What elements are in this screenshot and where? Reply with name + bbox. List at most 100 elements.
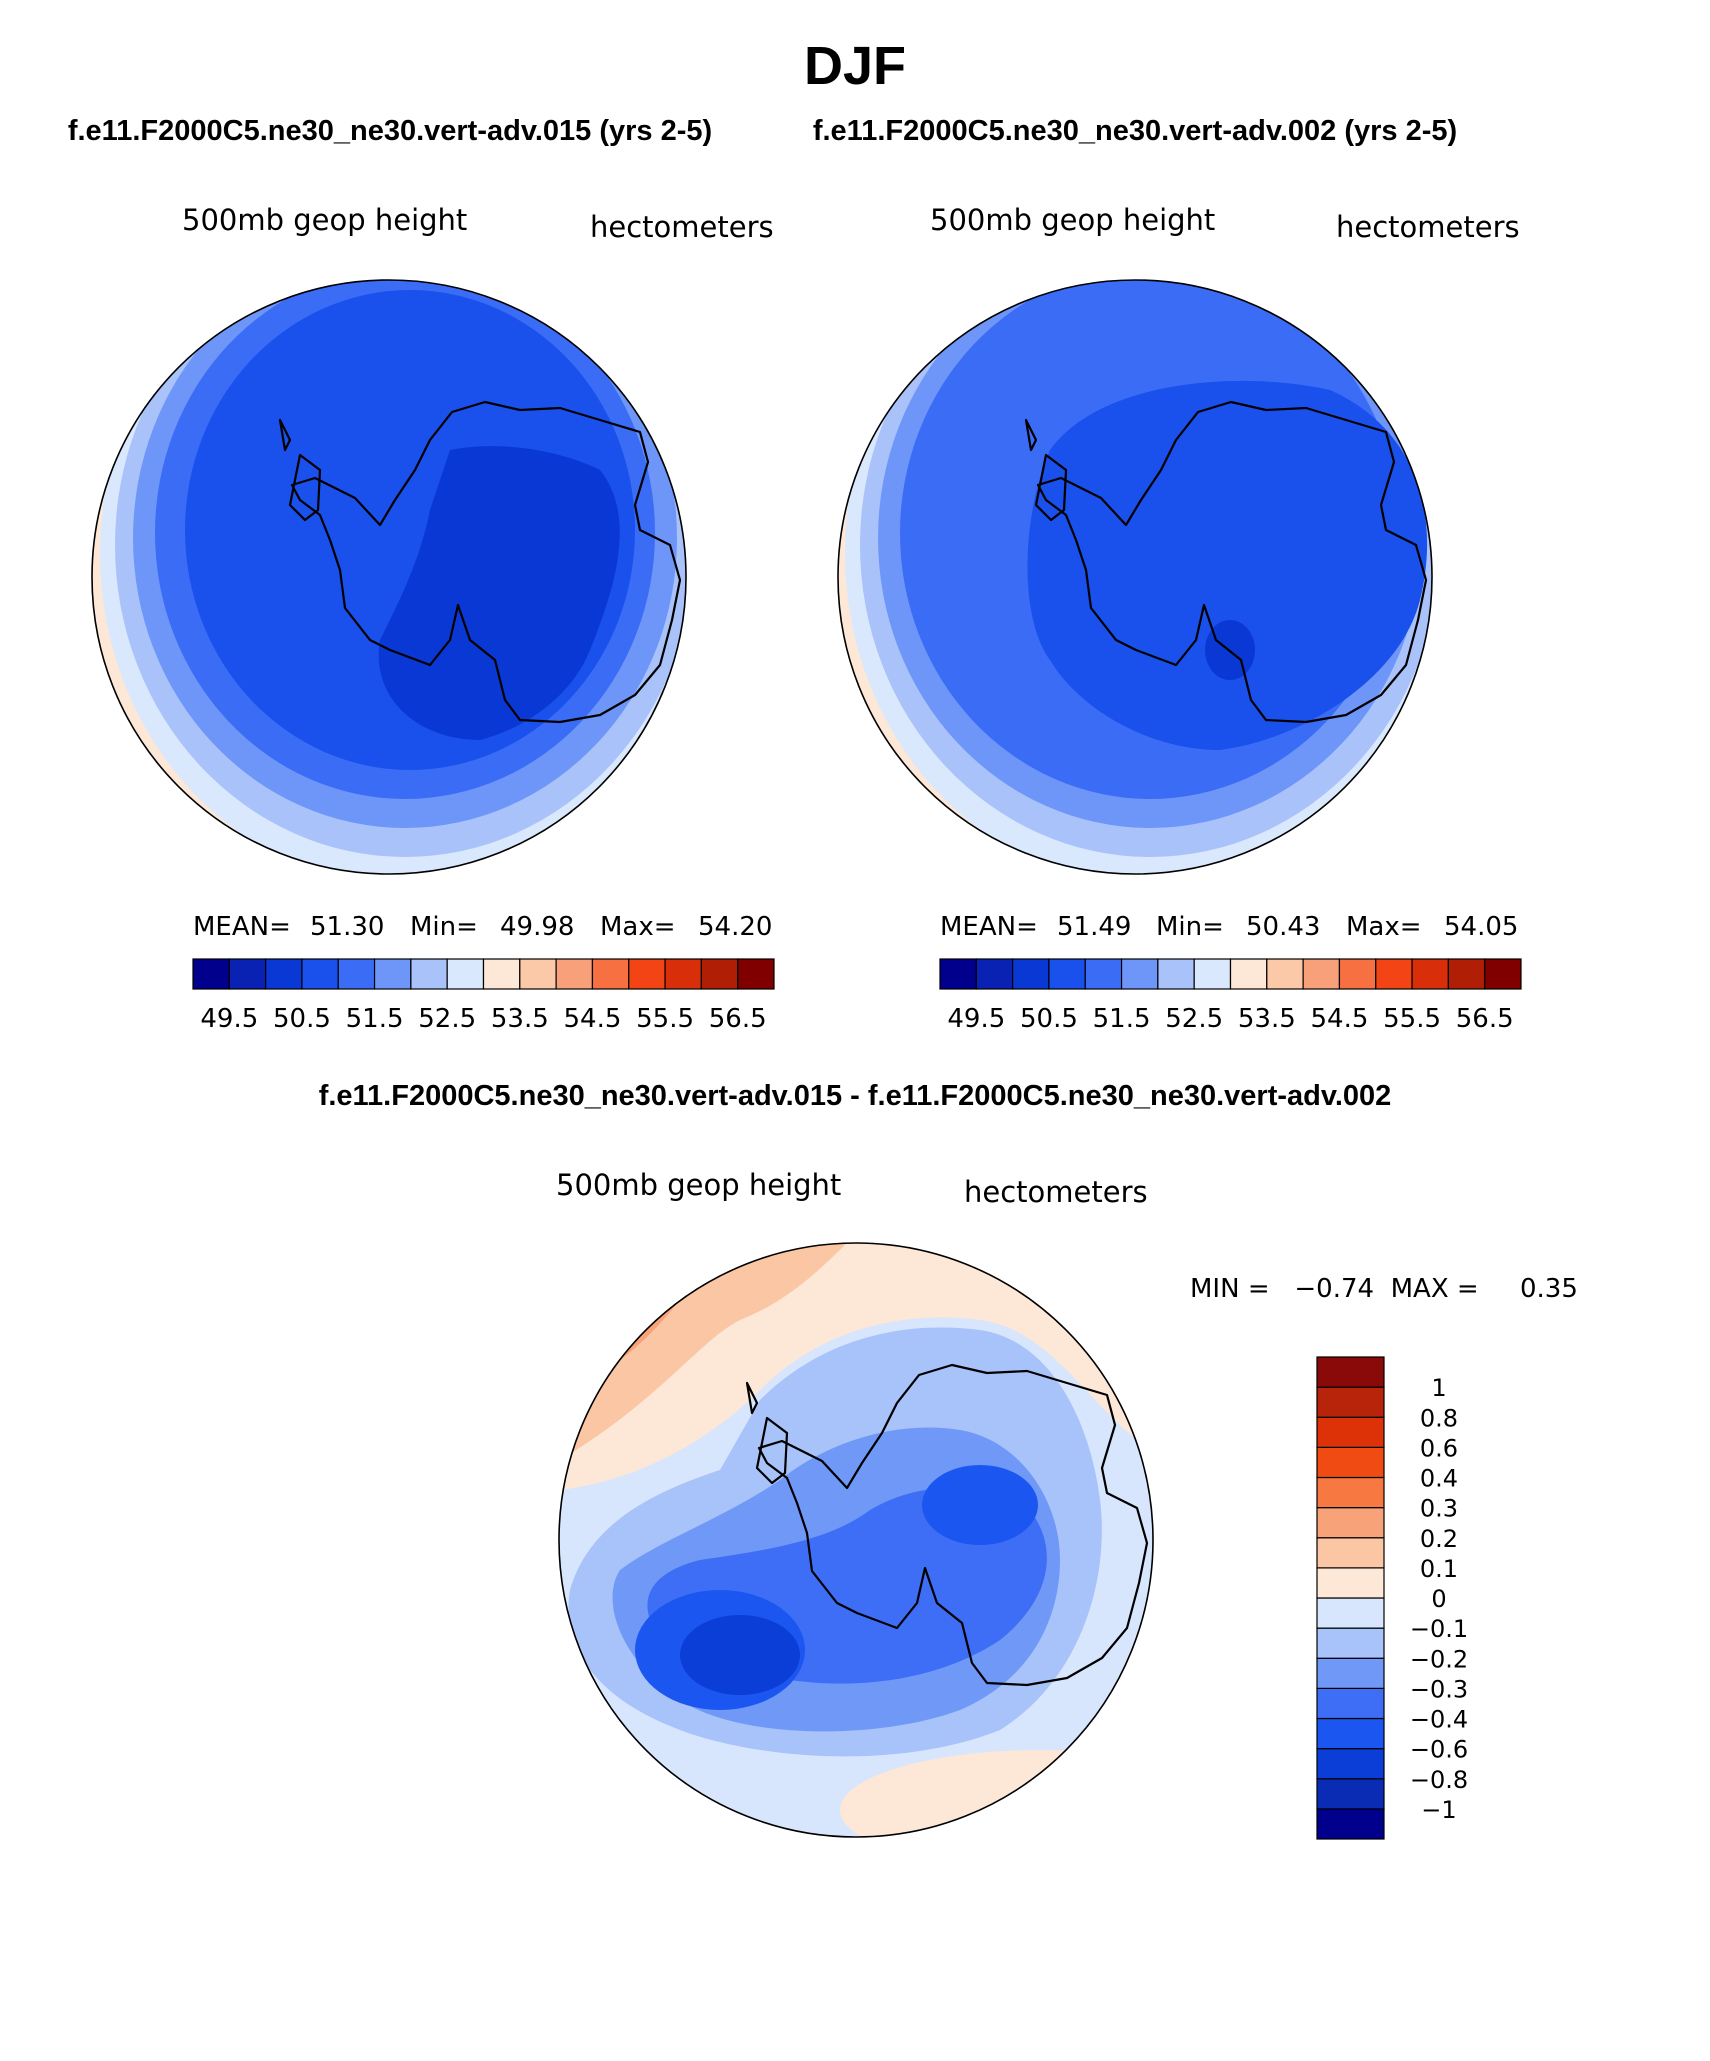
right-colorbar-tick-label: 53.5 [1238, 1004, 1296, 1034]
right-stats: MEAN= 51.49 Min= 50.43 Max= 54.05 [940, 912, 1518, 942]
right-colorbar-swatch [1229, 958, 1268, 990]
left-colorbar-swatch [591, 958, 630, 990]
right-colorbar-swatch [1302, 958, 1341, 990]
left-colorbar-tick-label: 50.5 [273, 1004, 331, 1034]
left-colorbar-tick-label: 56.5 [709, 1004, 767, 1034]
diff-colorbar-swatch [1316, 1356, 1385, 1388]
diff-minmax: MIN = −0.74 MAX = 0.35 [1190, 1274, 1578, 1304]
diff-colorbar-swatch [1316, 1476, 1385, 1509]
diff-panel-variable-label: 500mb geop height [556, 1168, 841, 1202]
diff-colorbar-tick-label: 0 [1431, 1585, 1446, 1613]
left-colorbar-swatch [482, 958, 521, 990]
right-mean-label: MEAN= [940, 912, 1038, 942]
right-colorbar-tick-label: 55.5 [1383, 1004, 1441, 1034]
diff-colorbar-swatch [1316, 1567, 1385, 1599]
difference-polar-map [558, 1242, 1154, 1838]
left-panel-subtitle: f.e11.F2000C5.ne30_ne30.vert-adv.015 (yr… [68, 115, 712, 147]
left-mean-label: MEAN= [193, 912, 291, 942]
right-max-label: Max= [1346, 912, 1422, 942]
left-colorbar-swatch [737, 958, 775, 990]
diff-colorbar-swatch [1316, 1657, 1385, 1689]
diff-colorbar-tick-label: 0.2 [1420, 1525, 1458, 1553]
left-colorbar-swatch [265, 958, 303, 990]
left-min-label: Min= [410, 912, 478, 942]
left-colorbar-swatch [700, 958, 739, 990]
diff-colorbar-swatch [1316, 1808, 1385, 1840]
left-min-value: 49.98 [500, 912, 574, 942]
diff-colorbar-swatch [1316, 1717, 1385, 1750]
left-colorbar: 49.5 50.5 51.5 52.5 53.5 54.5 55.5 56.5 [192, 958, 775, 1034]
right-colorbar-tick-label: 54.5 [1310, 1004, 1368, 1034]
left-colorbar-swatch [337, 958, 376, 990]
diff-colorbar-swatch [1316, 1537, 1385, 1569]
diff-panel-subtitle: f.e11.F2000C5.ne30_ne30.vert-adv.015 - f… [319, 1080, 1392, 1112]
right-colorbar-swatch [1120, 958, 1159, 990]
left-panel-units-label: hectometers [590, 210, 774, 244]
left-colorbar-swatch [192, 958, 230, 990]
right-colorbar-tick-label: 52.5 [1165, 1004, 1223, 1034]
right-colorbar-swatch [1266, 958, 1304, 990]
right-colorbar-swatch [1447, 958, 1486, 990]
left-colorbar-tick-label: 52.5 [418, 1004, 476, 1034]
left-colorbar-swatch [628, 958, 666, 990]
right-colorbar-swatch [1411, 958, 1449, 990]
diff-colorbar: 10.80.6 0.40.30.20.10−0.1−0.2−0.3 −0.4−0.6… [1316, 1356, 1468, 1840]
left-colorbar-swatch [519, 958, 557, 990]
diff-colorbar-tick-label: −0.8 [1410, 1766, 1468, 1794]
left-max-value: 54.20 [698, 912, 772, 942]
right-colorbar-tick-label: 56.5 [1456, 1004, 1514, 1034]
right-colorbar-swatch [939, 958, 977, 990]
left-colorbar-tick-label: 49.5 [200, 1004, 258, 1034]
right-min-label: Min= [1156, 912, 1224, 942]
diff-colorbar-swatch [1316, 1748, 1385, 1780]
right-colorbar-swatch [1012, 958, 1050, 990]
left-colorbar-swatch [410, 958, 448, 990]
left-colorbar-tick-label: 54.5 [563, 1004, 621, 1034]
diff-colorbar-swatch [1316, 1597, 1385, 1629]
diff-colorbar-tick-label: −0.6 [1410, 1736, 1468, 1764]
right-min-value: 50.43 [1246, 912, 1320, 942]
diff-colorbar-tick-label: 1 [1431, 1374, 1446, 1402]
right-colorbar-tick-label: 49.5 [947, 1004, 1005, 1034]
left-colorbar-swatch [555, 958, 594, 990]
diff-colorbar-tick-label: 0.3 [1420, 1495, 1458, 1523]
diff-colorbar-tick-label: −0.3 [1410, 1675, 1468, 1703]
diff-colorbar-swatch [1316, 1446, 1385, 1479]
diff-colorbar-tick-label: 0.6 [1420, 1434, 1458, 1462]
right-colorbar-swatch [1157, 958, 1195, 990]
right-colorbar: 49.5 50.5 51.5 52.5 53.5 54.5 55.5 56.5 [939, 958, 1522, 1034]
right-mean-value: 51.49 [1057, 912, 1131, 942]
right-colorbar-tick-label: 50.5 [1020, 1004, 1078, 1034]
left-colorbar-swatch [301, 958, 339, 990]
left-colorbar-swatch [373, 958, 412, 990]
left-colorbar-tick-label: 51.5 [346, 1004, 404, 1034]
diff-colorbar-swatch [1316, 1386, 1385, 1418]
diff-colorbar-swatch [1316, 1687, 1385, 1720]
diff-colorbar-tick-label: 0.1 [1420, 1555, 1458, 1583]
diff-colorbar-tick-label: −1 [1421, 1796, 1456, 1824]
diff-colorbar-tick-label: 0.8 [1420, 1404, 1458, 1432]
right-colorbar-swatch [1375, 958, 1413, 990]
left-stats: MEAN= 51.30 Min= 49.98 Max= 54.20 [193, 912, 772, 942]
left-polar-map [91, 279, 687, 875]
right-colorbar-swatch [1084, 958, 1123, 990]
left-colorbar-tick-label: 53.5 [491, 1004, 549, 1034]
right-panel-subtitle: f.e11.F2000C5.ne30_ne30.vert-adv.002 (yr… [813, 115, 1457, 147]
left-max-label: Max= [600, 912, 676, 942]
right-panel-variable-label: 500mb geop height [930, 203, 1215, 237]
diff-colorbar-swatch [1316, 1778, 1385, 1810]
left-colorbar-swatch [228, 958, 267, 990]
right-polar-map [837, 279, 1433, 875]
left-mean-value: 51.30 [310, 912, 384, 942]
diff-colorbar-swatch [1316, 1507, 1385, 1539]
left-panel-variable-label: 500mb geop height [182, 203, 467, 237]
right-colorbar-swatch [1338, 958, 1377, 990]
right-colorbar-swatch [1484, 958, 1522, 990]
right-max-value: 54.05 [1444, 912, 1518, 942]
diff-panel-units-label: hectometers [964, 1175, 1148, 1209]
left-colorbar-tick-label: 55.5 [636, 1004, 694, 1034]
diff-colorbar-tick-label: −0.2 [1410, 1645, 1468, 1673]
figure-title: DJF [804, 36, 906, 96]
diff-colorbar-swatch [1316, 1416, 1385, 1448]
